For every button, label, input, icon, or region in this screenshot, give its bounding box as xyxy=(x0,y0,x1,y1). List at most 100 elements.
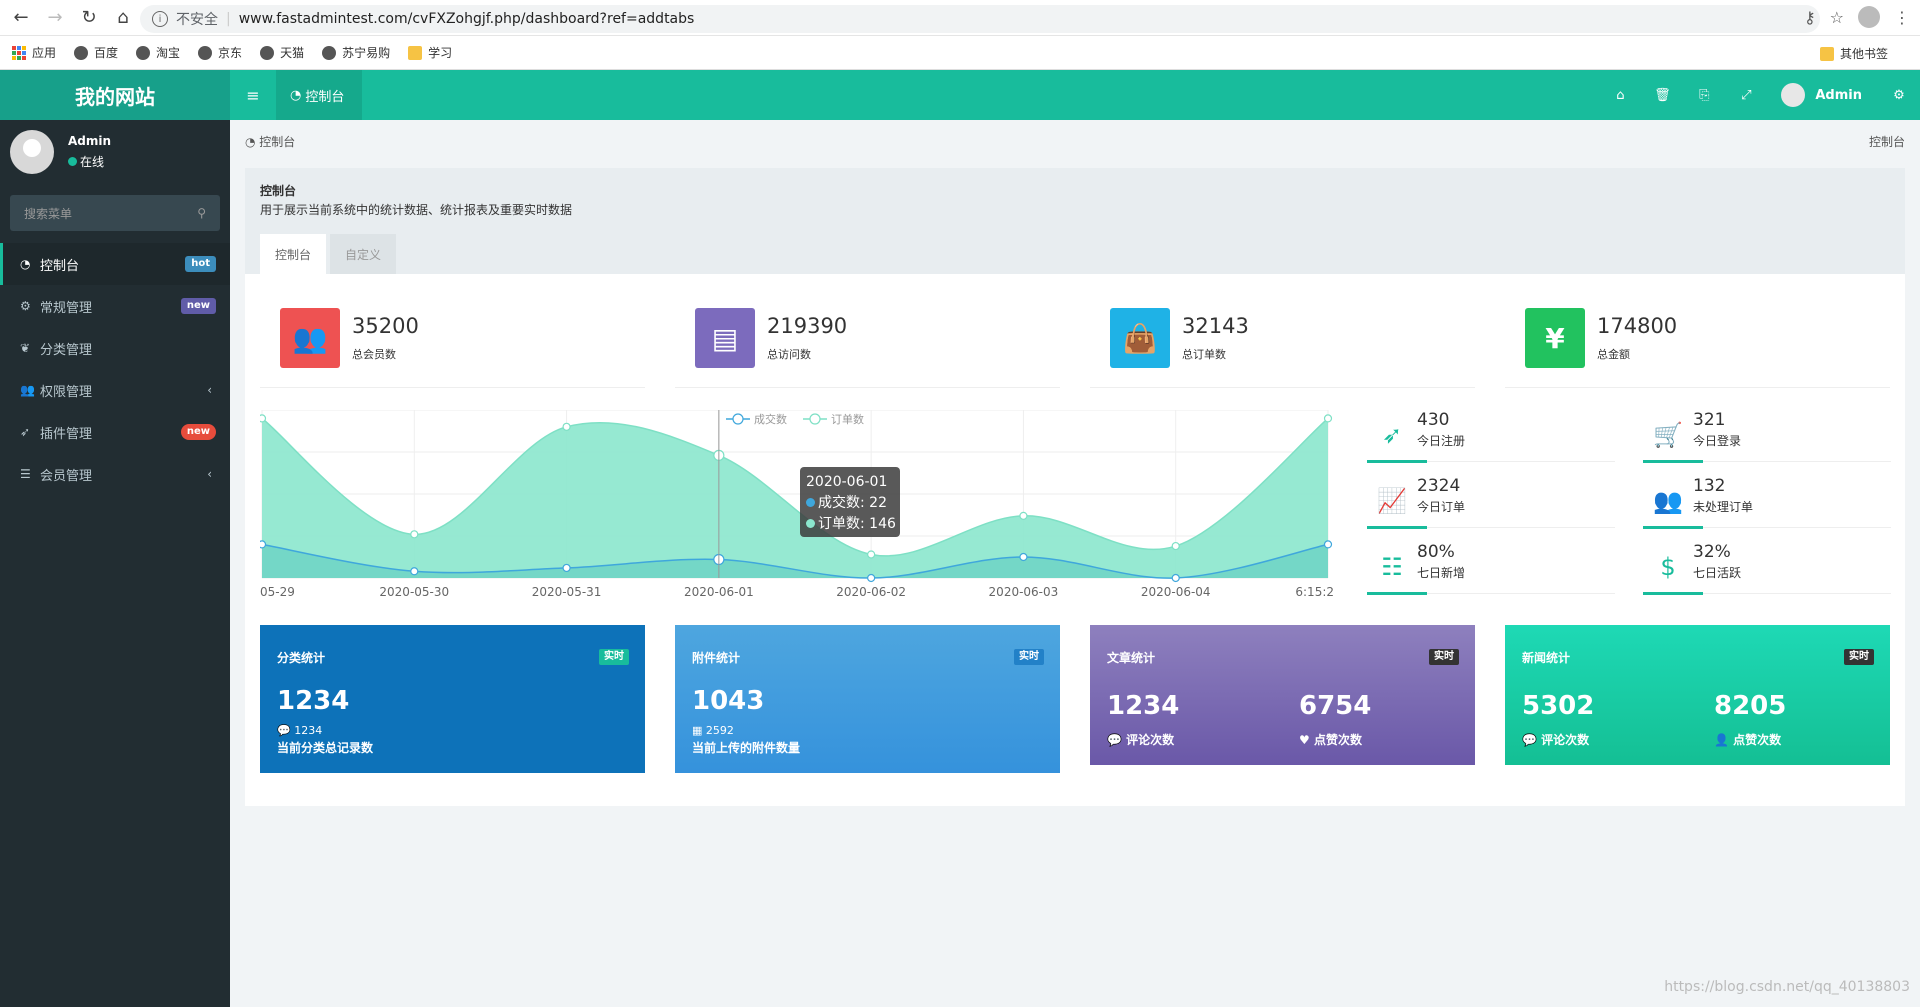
menu-toggle-icon[interactable]: ≡ xyxy=(246,85,260,105)
data-point xyxy=(562,422,571,431)
tab-dashboard[interactable]: ◔ 控制台 xyxy=(276,70,363,120)
address-bar[interactable]: i 不安全 | www.fastadmintest.com/cvFXZohgjf… xyxy=(140,5,1820,33)
trash-icon[interactable]: 🗑 xyxy=(1654,87,1671,103)
avatar xyxy=(1781,83,1806,107)
star-icon[interactable]: ☆ xyxy=(1829,7,1844,27)
card-article: 文章统计 实时 1234 💬 评论次数 6754 ♥ 点赞次数 xyxy=(1090,625,1475,765)
sidebar-item-member[interactable]: ☰ 会员管理 ‹ xyxy=(20,467,212,484)
legend-marker xyxy=(809,413,821,425)
home-icon[interactable]: ⌂ xyxy=(1616,87,1625,103)
breadcrumb: ◔ 控制台 控制台 xyxy=(245,135,1905,149)
menu-dots-icon[interactable]: ⋮ xyxy=(1894,7,1910,27)
card-attachment: 附件统计 实时 1043 ▦ 2592 当前上传的附件数量 xyxy=(675,625,1060,773)
forward-icon[interactable]: → xyxy=(47,7,63,28)
comment-icon: 💬 xyxy=(277,724,295,737)
data-point xyxy=(1323,540,1333,549)
yen-icon: ¥ xyxy=(1525,308,1585,368)
area-chart-icon: 📈 xyxy=(1377,487,1407,515)
user-name: Admin xyxy=(68,134,112,148)
divider: | xyxy=(226,11,231,27)
x-tick-label: 2020-05-30 xyxy=(379,585,449,599)
stat-members: 👥 35200 总会员数 xyxy=(260,308,645,388)
search-icon[interactable]: ⚲ xyxy=(197,206,206,220)
bookmark-baidu[interactable]: 百度 xyxy=(74,44,118,61)
info-icon[interactable]: i xyxy=(152,11,168,27)
browser-toolbar: ← → ↻ ⌂ i 不安全 | www.fastadmintest.com/cv… xyxy=(0,0,1920,36)
bookmark-tmall[interactable]: 天猫 xyxy=(260,44,304,61)
breadcrumb-right: 控制台 xyxy=(1868,135,1905,149)
mini-stat-orders: 📈 2324 今日订单 xyxy=(1367,476,1615,540)
profile-avatar[interactable] xyxy=(1858,6,1880,28)
shopping-bag-icon: 👜 xyxy=(1110,308,1170,368)
url-text[interactable]: www.fastadmintest.com/cvFXZohgjf.php/das… xyxy=(238,11,695,27)
bookmark-other[interactable]: 其他书签 xyxy=(1819,45,1888,62)
site-logo[interactable]: 我的网站 xyxy=(0,70,230,120)
users-icon: 👥 xyxy=(280,308,340,368)
series-area-0 xyxy=(262,544,1328,579)
mini-stat-login: 🛒 321 今日登录 xyxy=(1643,410,1891,474)
bookmark-study[interactable]: 学习 xyxy=(408,44,452,61)
translate-icon[interactable]: ⎘ xyxy=(1699,87,1710,103)
user-menu[interactable]: Admin xyxy=(1767,83,1878,107)
search-input[interactable]: 搜索菜单 ⚲ xyxy=(10,195,220,231)
sidebar-item-addon[interactable]: ➶ 插件管理 new xyxy=(0,411,230,453)
gears-icon[interactable]: ⚙ xyxy=(1893,87,1905,103)
globe-icon xyxy=(322,45,337,60)
data-point xyxy=(257,414,267,423)
insecure-label: 不安全 xyxy=(176,12,218,28)
realtime-badge: 实时 xyxy=(599,649,629,665)
card-category: 分类统计 实时 1234 💬 1234 当前分类总记录数 xyxy=(260,625,645,773)
dashboard-icon: ◔ xyxy=(20,257,31,271)
realtime-badge: 实时 xyxy=(1014,649,1044,665)
dashboard-icon: ◔ xyxy=(290,87,302,103)
x-tick-label: 05-29 xyxy=(260,585,295,599)
realtime-badge: 实时 xyxy=(1429,649,1459,665)
series-line-1 xyxy=(261,417,1329,557)
data-point xyxy=(1019,552,1028,562)
series-dot-icon xyxy=(806,498,815,507)
user-icon: 👤 xyxy=(1714,733,1734,747)
cogs-icon: ⚙ xyxy=(20,299,31,313)
tab-dashboard[interactable]: 控制台 xyxy=(260,234,327,274)
watermark: https://blog.csdn.net/qq_40138803 xyxy=(1664,979,1910,995)
mini-stat-register: ➶ 430 今日注册 xyxy=(1367,410,1615,474)
panel-tabs: 控制台 自定义 xyxy=(260,234,1890,274)
sidebar-item-auth[interactable]: 👥 权限管理 ‹ xyxy=(20,383,212,400)
reload-icon[interactable]: ↻ xyxy=(81,7,97,28)
sidebar-item-dashboard[interactable]: ◔ 控制台 hot xyxy=(0,243,230,285)
bookmark-suning[interactable]: 苏宁易购 xyxy=(322,44,390,61)
sidebar-item-category[interactable]: ❦ 分类管理 xyxy=(20,341,93,358)
series-line-0 xyxy=(261,543,1329,579)
chart-svg[interactable]: 05-29 2020-05-30 2020-05-31 2020-06-01 2020-… xyxy=(257,409,1336,600)
sidebar-item-general[interactable]: ⚙ 常规管理 new xyxy=(0,285,230,327)
leaf-icon: ❦ xyxy=(20,341,31,355)
dollar-icon: $ xyxy=(1660,553,1676,581)
realtime-badge: 实时 xyxy=(1844,649,1874,665)
fullscreen-icon[interactable]: ⤢ xyxy=(1741,87,1752,103)
badge-hot: hot xyxy=(185,256,216,272)
page-description: 用于展示当前系统中的统计数据、统计报表及重要实时数据 xyxy=(260,203,573,217)
stat-orders: 👜 32143 总订单数 xyxy=(1090,308,1475,388)
heart-icon: ♥ xyxy=(1299,733,1314,747)
data-point xyxy=(1323,414,1333,423)
data-point xyxy=(410,567,419,576)
topbar-actions: ⌂ 🗑 ⎘ ⤢ Admin ⚙ xyxy=(1599,70,1920,120)
key-icon[interactable]: ⚷ xyxy=(1803,7,1816,27)
dashboard-icon: ◔ xyxy=(245,135,260,149)
data-point xyxy=(1171,573,1180,583)
back-icon[interactable]: ← xyxy=(13,7,29,28)
data-point xyxy=(410,530,419,539)
bookmark-jd[interactable]: 京东 xyxy=(198,44,242,61)
order-chart[interactable]: 05-29 2020-05-30 2020-05-31 2020-06-01 2020-… xyxy=(257,409,1336,600)
stat-amount: ¥ 174800 总金额 xyxy=(1505,308,1890,388)
legend-label: 订单数 xyxy=(831,413,864,426)
data-point xyxy=(562,563,571,573)
legend-label: 成交数 xyxy=(754,412,787,426)
file-icon: ▦ xyxy=(692,724,706,737)
browser-actions: ⚷ ☆ ⋮ xyxy=(1804,6,1910,28)
bookmark-apps[interactable]: 应用 xyxy=(12,44,56,61)
x-tick-label: 2020-06-01 xyxy=(684,585,754,599)
bookmark-taobao[interactable]: 淘宝 xyxy=(136,44,180,61)
home-icon[interactable]: ⌂ xyxy=(117,7,129,28)
tab-custom[interactable]: 自定义 xyxy=(330,234,397,274)
